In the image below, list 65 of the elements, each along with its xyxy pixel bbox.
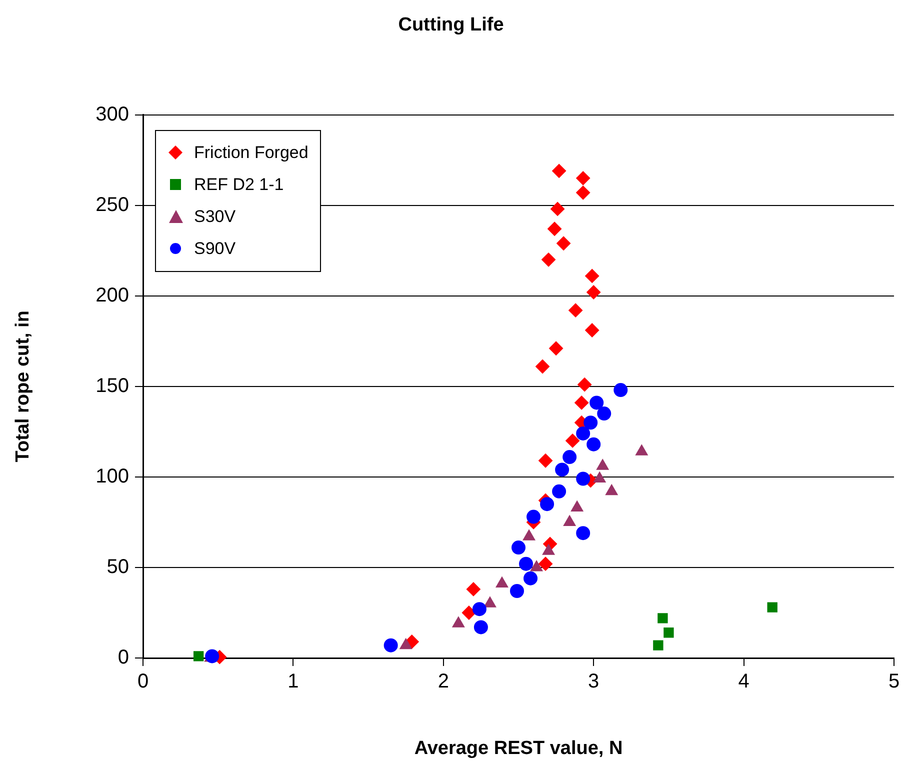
chart-title: Cutting Life [398, 14, 504, 36]
point [542, 252, 556, 267]
point [193, 651, 204, 662]
point [540, 497, 554, 512]
point [550, 202, 565, 216]
point [552, 484, 566, 498]
point [586, 285, 601, 300]
point [576, 472, 590, 486]
y-tick-label: 50 [106, 556, 129, 578]
x-tick-label: 0 [137, 670, 149, 693]
point [585, 268, 600, 283]
point [549, 341, 564, 356]
x-tick-label: 5 [888, 670, 900, 693]
y-tick-label: 200 [96, 284, 129, 306]
point [538, 556, 553, 571]
point [586, 437, 601, 452]
point [614, 383, 628, 398]
point [664, 628, 674, 638]
point [512, 540, 526, 555]
point [472, 602, 486, 616]
y-tick-label: 250 [96, 194, 129, 216]
point [556, 236, 571, 250]
point [384, 638, 398, 652]
point [566, 434, 580, 448]
point [562, 450, 577, 464]
point [524, 571, 538, 586]
x-axis-title: Average REST value, N [414, 738, 623, 759]
point [555, 462, 570, 477]
point [548, 222, 562, 236]
point [658, 613, 668, 624]
x-tick-label: 1 [288, 670, 299, 693]
y-tick-label: 100 [96, 465, 129, 488]
point [576, 426, 590, 440]
point [538, 454, 553, 468]
point [526, 510, 541, 524]
point [474, 620, 488, 634]
legend-label: Friction Forged [194, 143, 308, 163]
point [462, 606, 476, 620]
x-tick-label: 2 [438, 670, 449, 693]
point [466, 582, 480, 596]
legend-label: REF D2 1-1 [194, 175, 284, 195]
point [584, 416, 598, 430]
point [536, 359, 550, 374]
point [519, 556, 534, 571]
point [767, 602, 778, 612]
point [574, 396, 589, 410]
point [510, 584, 524, 598]
y-tick-label: 150 [96, 374, 129, 397]
point [576, 526, 590, 540]
x-tick-label: 3 [588, 670, 600, 693]
y-axis-title: Total rope cut, in [12, 310, 34, 462]
point [576, 171, 590, 186]
point [597, 406, 612, 421]
point [552, 164, 566, 178]
y-tick-label: 300 [96, 103, 129, 126]
point [576, 186, 590, 200]
legend-label: S90V [194, 239, 236, 259]
point [578, 378, 592, 392]
point [568, 303, 583, 318]
point [585, 323, 600, 338]
x-tick-label: 4 [738, 670, 750, 693]
y-tick-label: 0 [118, 646, 129, 669]
point [590, 396, 604, 410]
point [653, 640, 664, 650]
legend-label: S30V [194, 207, 236, 227]
